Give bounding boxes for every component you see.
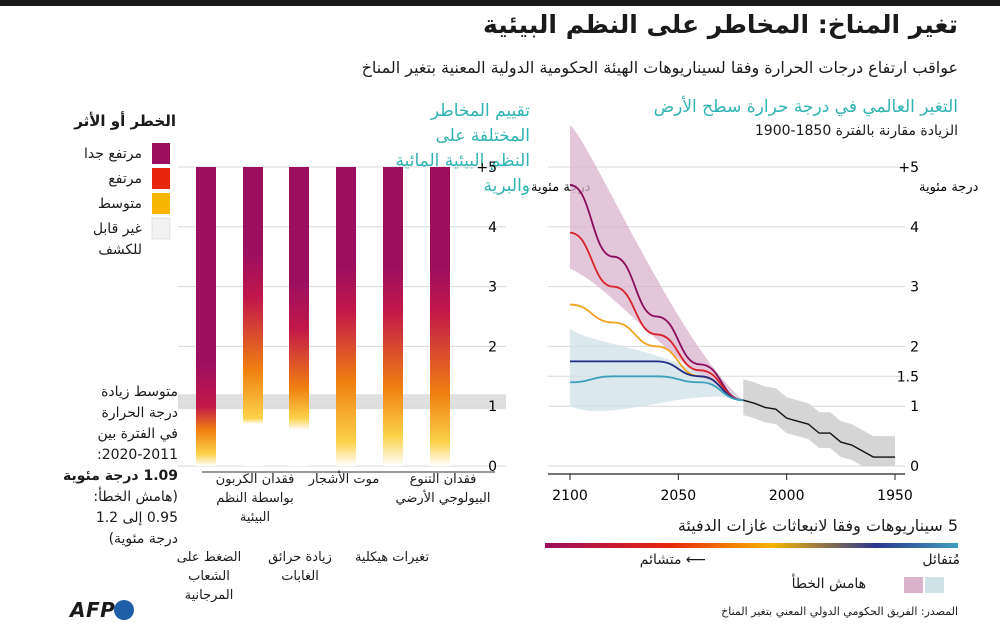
bar-label-tree-mortality: موت الأشجار xyxy=(308,472,380,487)
avg-line-4: 2020-2011: xyxy=(96,447,178,463)
scenario-legend-title: 5 سيناريوهات وفقا لانبعاثات غازات الدفيئ… xyxy=(677,516,958,535)
temp-ytick-label: 4 xyxy=(910,220,919,236)
margin-legend-label: هامش الخطأ xyxy=(791,576,866,592)
risk-bars xyxy=(196,167,450,466)
avg-line-1: متوسط زيادة xyxy=(101,384,178,400)
margin-swatch-blue xyxy=(925,577,944,593)
scenario-gradient-bar xyxy=(545,543,958,548)
temperature-plot xyxy=(548,125,905,475)
temp-ylabel: درجة مئوية xyxy=(919,180,979,195)
source-note: المصدر: الفريق الحكومي الدولي المعني بتغ… xyxy=(721,605,958,618)
scenario-line xyxy=(569,231,744,402)
avg-margin-3: درجة مئوية) xyxy=(108,531,178,547)
legend-label-high: مرتفع xyxy=(108,171,142,187)
risk-bar xyxy=(243,167,263,466)
temp-xtick-label: 2050 xyxy=(661,488,697,504)
risk-bar xyxy=(289,167,309,466)
pessimistic-text: متشائم xyxy=(639,552,682,568)
temp-ytick-label: 1 xyxy=(910,399,919,415)
uncertainty-band xyxy=(570,328,744,412)
observed-temperature-line xyxy=(743,399,895,458)
average-temperature-note: متوسط زيادة درجة الحرارة في الفترة بين 2… xyxy=(22,382,178,550)
optimistic-label: مُتفائل xyxy=(922,552,960,568)
bar-label-coral-reefs: الضغط على الشعاب المرجانية xyxy=(176,550,242,603)
bar-label-structural-changes: تغيرات هيكلية xyxy=(354,550,430,565)
temp-xtick-label: 2100 xyxy=(552,488,588,504)
risk-ytick-label: 4 xyxy=(488,220,497,236)
legend-swatch-high xyxy=(152,168,170,189)
risk-bar xyxy=(196,167,216,466)
risk-bar xyxy=(336,167,356,466)
bar-label-biodiversity-loss: فقدان التنوع البيولوجي الأرضي xyxy=(395,472,491,506)
legend-swatch-undetectable xyxy=(151,217,171,240)
avg-margin-2: 0.95 إلى 1.2 xyxy=(95,510,178,526)
bar-label-wildfires: زيادة حرائق الغابات xyxy=(268,550,332,584)
temp-xtick-label: 1950 xyxy=(877,488,913,504)
afp-logo: AFP xyxy=(70,598,116,622)
risk-ytick-label: 1 xyxy=(488,399,497,415)
pessimistic-label: ⟵ متشائم xyxy=(626,552,706,568)
legend-label-moderate: متوسط xyxy=(98,196,142,212)
afp-logo-mark xyxy=(114,600,134,620)
temperature-chart-subtitle: الزيادة مقارنة بالفترة 1850-1900 xyxy=(754,123,958,139)
margin-swatch-pink xyxy=(904,577,923,593)
temperature-chart-title: التغير العالمي في درجة حرارة سطح الأرض xyxy=(653,97,958,117)
legend-label-undetectable: غير قابل للكشف xyxy=(92,221,142,258)
legend-swatch-very-high xyxy=(152,143,170,164)
risk-chart-title: تقييم المخاطر المختلفة على النظم البيئية… xyxy=(395,101,530,196)
temp-ytick-label: 0 xyxy=(910,459,919,475)
risk-bar xyxy=(430,167,450,466)
risk-ytick-label: +5 xyxy=(476,160,497,176)
risk-bar xyxy=(383,167,403,466)
temp-ytick-label: 2 xyxy=(910,339,919,355)
legend-title: الخطر أو الأثر xyxy=(74,112,176,130)
risk-ytick-label: 0 xyxy=(488,459,497,475)
avg-line-2: درجة الحرارة xyxy=(101,405,178,421)
page-subtitle: عواقب ارتفاع درجات الحرارة وفقا لسيناريو… xyxy=(361,58,958,77)
bar-label-carbon-loss: فقدان الكربون بواسطة النظم البيئية xyxy=(215,472,295,525)
avg-line-3: في الفترة بين xyxy=(97,426,178,442)
pessimistic-arrow-icon: ⟵ xyxy=(681,552,706,568)
legend-label-very-high: مرتفع جدا xyxy=(84,146,142,162)
temp-ytick-label: 3 xyxy=(910,280,919,296)
uncertainty-band xyxy=(570,125,744,401)
temp-xtick-label: 2000 xyxy=(769,488,805,504)
avg-margin-1: (هامش الخطأ: xyxy=(93,489,178,505)
scenario-line xyxy=(569,375,744,402)
scenario-line xyxy=(570,360,744,402)
scenario-line xyxy=(569,184,744,402)
temp-ytick-label: 1.5 xyxy=(897,369,919,385)
avg-value: 1.09 درجة مئوية xyxy=(62,468,178,484)
page-title: تغير المناخ: المخاطر على النظم البيئية xyxy=(483,10,958,39)
legend-swatch-moderate xyxy=(152,193,170,214)
top-rule xyxy=(0,0,1000,6)
observed-band xyxy=(743,379,895,466)
risk-ytick-label: 3 xyxy=(488,280,497,296)
risk-ytick-label: 2 xyxy=(488,339,497,355)
temp-ytick-label: +5 xyxy=(898,160,919,176)
